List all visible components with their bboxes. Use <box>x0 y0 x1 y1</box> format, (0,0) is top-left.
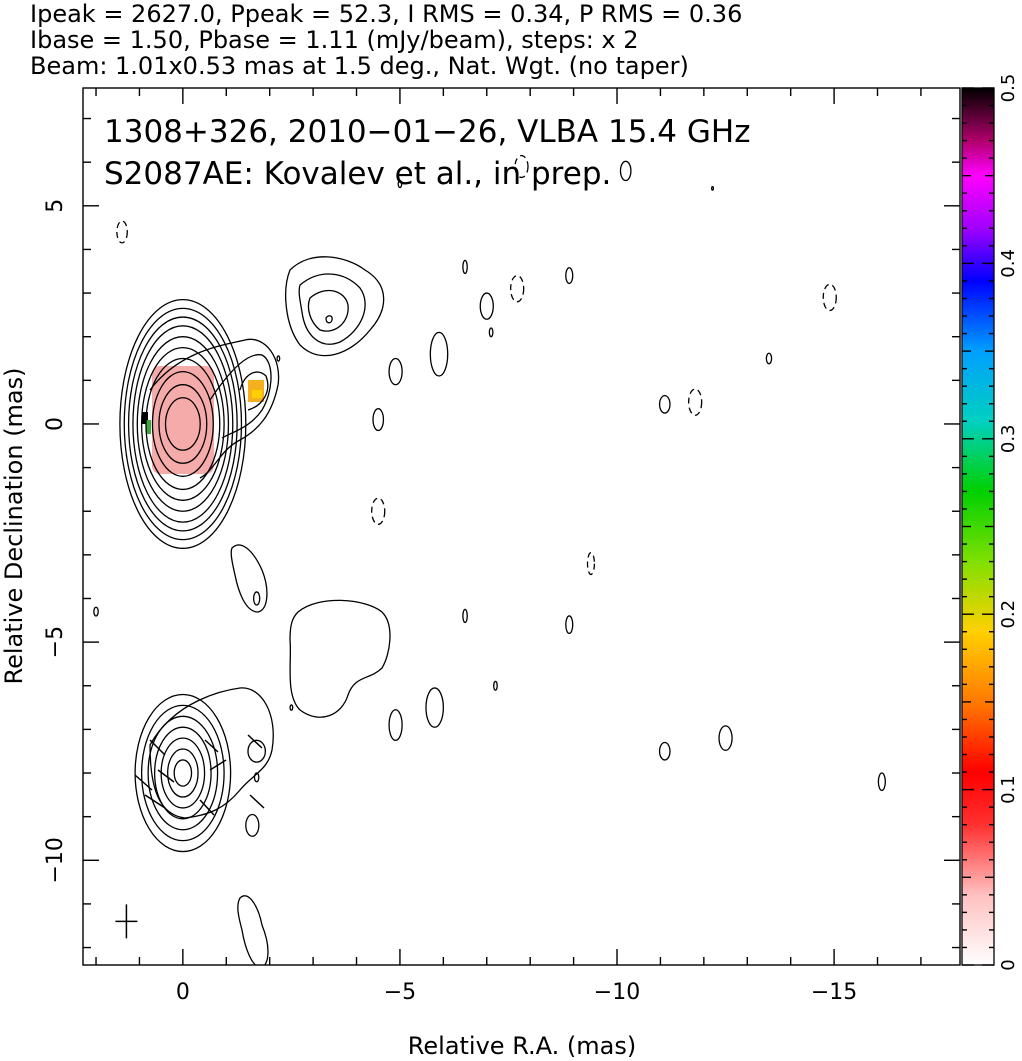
small-contour <box>462 608 468 624</box>
plot-frame <box>82 87 961 966</box>
core-contour <box>164 397 201 451</box>
jet-contour-outer <box>149 338 280 479</box>
small-contour <box>276 355 281 362</box>
core-contour <box>140 346 225 501</box>
lower-core-contours <box>134 693 232 853</box>
pol-pixel-black <box>142 412 148 424</box>
beam-marker <box>115 904 138 939</box>
lower-core-contour <box>134 693 232 853</box>
lower-core-contour <box>147 715 219 831</box>
colorbar-tick-label: 0.5 <box>998 74 1019 103</box>
knot-contour-dot <box>325 315 333 324</box>
lower-core-contour <box>173 759 193 787</box>
colorbar-tick-label: 0.3 <box>998 424 1019 453</box>
colorbar-tick-label: 0.1 <box>998 775 1019 804</box>
y-axis-label: Relative Declination (mas) <box>0 367 28 684</box>
small-contour <box>658 741 671 761</box>
negative-contour <box>688 388 703 416</box>
south-jet-contour <box>149 687 274 819</box>
negative-contour <box>514 154 529 179</box>
y-ticks: 5 0 −5 −10 <box>43 117 960 949</box>
knot-contour-mid <box>298 273 366 345</box>
core-contour <box>119 298 247 549</box>
negative-contour <box>509 274 525 303</box>
pol-pixel-green <box>146 420 151 434</box>
y-tick-label: 5 <box>43 199 68 213</box>
x-axis-label: Relative R.A. (mas) <box>408 1032 636 1060</box>
contour-layer <box>93 154 886 965</box>
small-contour <box>877 772 886 792</box>
x-ticks: 0 −5 −10 −15 <box>95 88 922 1005</box>
small-contour <box>462 259 468 275</box>
polarization-vectors <box>134 734 265 816</box>
lower-core-contour <box>140 704 225 842</box>
colorbar-ticks: 0 0.1 0.2 0.3 0.4 0.5 <box>962 74 1019 971</box>
knot-contour-outer <box>285 256 385 357</box>
x-tick-label: −5 <box>384 980 416 1005</box>
lower-core-contour <box>153 726 212 820</box>
lower-core-contour <box>167 748 199 798</box>
small-contour <box>388 709 403 741</box>
small-contour <box>619 160 632 182</box>
x-tick-label: 0 <box>176 980 190 1005</box>
small-contour <box>488 327 494 338</box>
small-contour <box>388 357 403 386</box>
negative-contour <box>371 497 386 525</box>
small-contour <box>493 680 498 691</box>
pol-intensity-core <box>152 366 214 474</box>
core-contours <box>119 298 247 549</box>
source-annotation-line-1: 1308+326, 2010−01−26, VLBA 15.4 GHz <box>104 114 750 150</box>
negative-contours <box>116 154 837 576</box>
core-contour <box>123 307 243 541</box>
small-contour <box>658 394 671 414</box>
negative-contour <box>116 220 128 244</box>
x-tick-label: −15 <box>811 980 857 1005</box>
pol-intensity-knot-inner <box>252 390 262 398</box>
small-contour <box>429 331 449 377</box>
small-contours <box>93 160 886 837</box>
header-line-2: Ibase = 1.50, Pbase = 1.11 (mJy/beam), s… <box>30 26 639 54</box>
core-contour <box>132 325 234 523</box>
knot-contour-inner <box>307 289 349 332</box>
small-contour <box>397 179 403 189</box>
x-tick-label: −10 <box>594 980 640 1005</box>
core-contour <box>151 370 214 477</box>
small-contour <box>247 739 266 763</box>
y-tick-label: −10 <box>43 837 68 883</box>
colorbar-tick-label: 0.4 <box>998 249 1019 278</box>
small-contour <box>425 687 445 728</box>
south-jet-blob <box>230 544 268 613</box>
y-tick-label: −5 <box>43 626 68 658</box>
colorbar-tick-label: 0 <box>998 959 1019 970</box>
small-contour <box>765 352 773 365</box>
small-contour <box>253 772 260 783</box>
y-tick-label: 0 <box>43 417 68 431</box>
negative-contour <box>822 283 837 312</box>
small-contour <box>565 267 574 285</box>
small-contour <box>245 813 260 837</box>
core-contour <box>136 336 230 512</box>
small-contour <box>565 615 574 635</box>
south-extended-contour <box>289 599 391 718</box>
source-annotation-line-2: S2087AE: Kovalev et al., in prep. <box>104 156 611 192</box>
south-bottom-blob <box>237 895 269 965</box>
header-line-3: Beam: 1.01x0.53 mas at 1.5 deg., Nat. Wg… <box>30 52 689 80</box>
small-contour <box>718 725 733 751</box>
core-contour <box>145 357 221 491</box>
header-line-1: Ipeak = 2627.0, Ppeak = 52.3, I RMS = 0.… <box>30 0 742 28</box>
core-contour <box>127 316 238 532</box>
small-contour <box>289 704 294 711</box>
core-contour <box>158 384 208 464</box>
small-contour <box>252 591 261 606</box>
small-contour <box>479 292 494 320</box>
small-contour <box>93 606 99 617</box>
small-contour <box>372 408 385 432</box>
jet-contour-mid <box>209 354 272 439</box>
negative-contour <box>586 552 596 576</box>
jet-contour-inner <box>239 371 269 411</box>
colorbar-tick-label: 0.2 <box>998 600 1019 629</box>
small-contour <box>711 185 715 191</box>
